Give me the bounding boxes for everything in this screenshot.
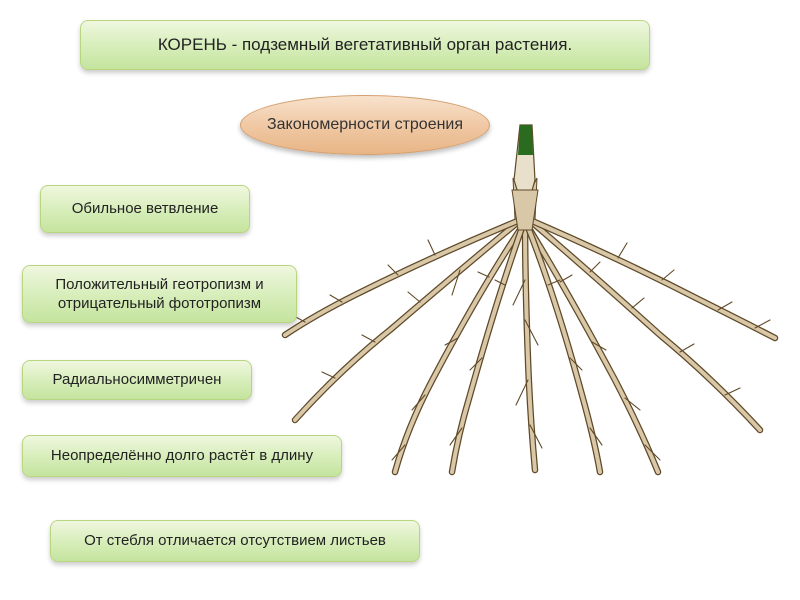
subtitle-text: Закономерности строения bbox=[267, 115, 463, 135]
item-label: Положительный геотропизм и отрицательный… bbox=[35, 275, 284, 314]
title-box: КОРЕНЬ - подземный вегетативный орган ра… bbox=[80, 20, 650, 70]
root-illustration bbox=[280, 120, 790, 500]
item-box-3: Неопределённо долго растёт в длину bbox=[22, 435, 342, 477]
item-label: Обильное ветвление bbox=[72, 199, 219, 219]
item-label: Неопределённо долго растёт в длину bbox=[51, 446, 313, 466]
item-label: Радиальносимметричен bbox=[53, 370, 222, 390]
subtitle-oval: Закономерности строения bbox=[240, 95, 490, 155]
item-box-2: Радиальносимметричен bbox=[22, 360, 252, 400]
item-box-1: Положительный геотропизм и отрицательный… bbox=[22, 265, 297, 323]
item-box-4: От стебля отличается отсутствием листьев bbox=[50, 520, 420, 562]
item-box-0: Обильное ветвление bbox=[40, 185, 250, 233]
item-label: От стебля отличается отсутствием листьев bbox=[84, 531, 386, 551]
title-text: КОРЕНЬ - подземный вегетативный орган ра… bbox=[158, 35, 572, 55]
